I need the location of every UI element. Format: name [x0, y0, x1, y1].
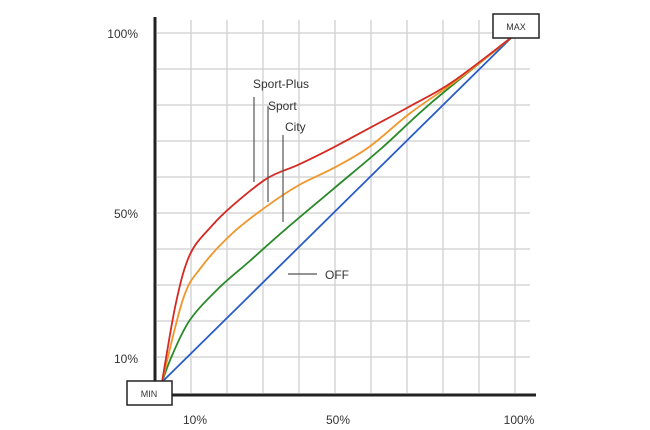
x-tick-label: 50% — [326, 413, 350, 427]
legend-label-sport: Sport — [268, 99, 297, 113]
series-group — [161, 36, 513, 383]
max-label: MAX — [506, 22, 526, 32]
x-tick-label: 100% — [504, 413, 535, 427]
x-tick-label: 10% — [183, 413, 207, 427]
min-box: MIN — [126, 380, 173, 406]
series-line-city — [161, 36, 513, 383]
legend-label-sport-plus: Sport-Plus — [253, 77, 309, 91]
series-line-sport — [161, 36, 513, 383]
legend-label-off: OFF — [325, 268, 349, 282]
y-tick-label: 50% — [114, 207, 138, 221]
y-tick-label: 10% — [114, 352, 138, 366]
min-label: MIN — [141, 389, 158, 399]
grid — [157, 20, 530, 393]
series-line-off — [161, 36, 513, 383]
legend-label-city: City — [285, 120, 306, 134]
y-tick-label: 100% — [107, 27, 138, 41]
max-box: MAX — [492, 13, 540, 39]
